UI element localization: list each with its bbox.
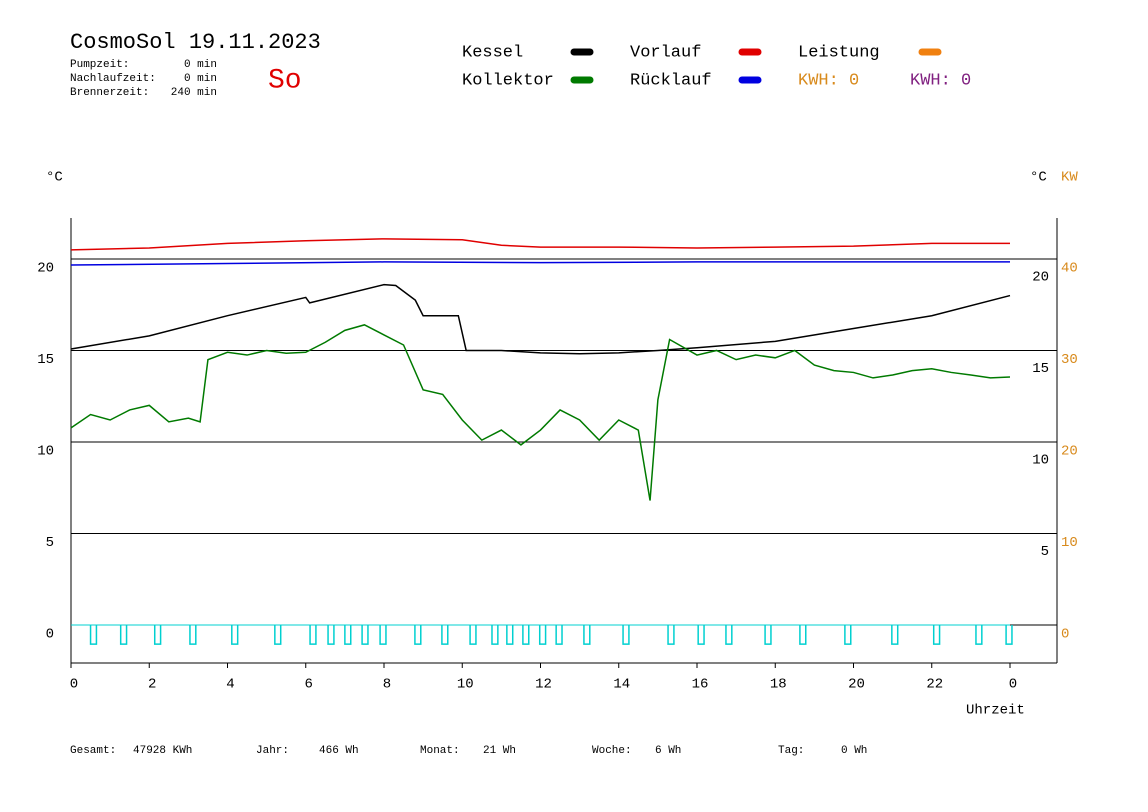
info-value: 0 min xyxy=(184,59,217,71)
x-tick-label: 2 xyxy=(148,677,156,693)
pump-pulse xyxy=(231,624,239,645)
pump-pulse xyxy=(414,624,422,645)
pump-pulse xyxy=(441,624,449,645)
x-axis-label: Uhrzeit xyxy=(966,703,1025,719)
footer-label: Monat: xyxy=(420,745,460,757)
x-tick-label: 8 xyxy=(383,677,391,693)
pump-pulse xyxy=(506,624,514,645)
y2-tick-label: 10 xyxy=(1061,535,1078,551)
x-tick-label: 12 xyxy=(535,677,552,693)
footer-label: Gesamt: xyxy=(70,745,116,757)
pump-pulse xyxy=(522,624,530,645)
x-tick-label: 20 xyxy=(848,677,865,693)
y2-axis-label: KW xyxy=(1061,170,1078,186)
footer-label: Tag: xyxy=(778,745,804,757)
series-line xyxy=(70,283,1011,355)
info-value: 240 min xyxy=(171,87,217,99)
pump-pulse xyxy=(89,624,98,645)
info-value: 0 min xyxy=(184,73,217,85)
pump-pulse xyxy=(469,624,477,645)
y2-tick-label: 20 xyxy=(1061,444,1078,460)
pump-pulse xyxy=(1005,624,1013,645)
footer-value: 6 Wh xyxy=(655,745,681,757)
y-tick-label: 10 xyxy=(37,444,54,460)
pump-pulse xyxy=(932,624,941,645)
pump-pulse xyxy=(844,624,852,645)
pump-pulse xyxy=(274,624,282,645)
info-label: Brennerzeit: xyxy=(70,87,149,99)
y-tick-label: 5 xyxy=(46,535,54,551)
x-tick-label: 0 xyxy=(1009,677,1017,693)
pump-pulse xyxy=(799,624,807,645)
y3-tick-label: 10 xyxy=(1032,452,1049,468)
pump-pulse xyxy=(697,624,705,645)
y-tick-label: 15 xyxy=(37,352,54,368)
info-label: Nachlaufzeit: xyxy=(70,73,156,85)
footer-value: 466 Wh xyxy=(319,745,359,757)
legend-label: Kollektor xyxy=(462,71,554,90)
footer-value: 21 Wh xyxy=(483,745,516,757)
pump-pulse xyxy=(667,624,675,645)
footer-value: 47928 KWh xyxy=(133,745,192,757)
y-tick-label: 20 xyxy=(37,261,54,277)
legend-label: Vorlauf xyxy=(630,43,701,62)
x-tick-label: 22 xyxy=(926,677,943,693)
x-tick-label: 0 xyxy=(70,677,78,693)
footer-label: Jahr: xyxy=(256,745,289,757)
day-label: So xyxy=(268,65,302,96)
y2-tick-label: 40 xyxy=(1061,261,1078,277)
pump-pulse xyxy=(975,624,983,645)
y3-tick-label: 20 xyxy=(1032,269,1049,285)
x-tick-label: 10 xyxy=(457,677,474,693)
pump-pulse xyxy=(309,624,317,645)
pump-pulse xyxy=(119,624,128,645)
y-tick-label: 0 xyxy=(46,627,54,643)
pump-pulse xyxy=(764,624,772,645)
pump-pulse xyxy=(344,624,352,645)
x-tick-label: 4 xyxy=(226,677,234,693)
footer-label: Woche: xyxy=(592,745,632,757)
y3-tick-label: 15 xyxy=(1032,361,1049,377)
x-tick-label: 18 xyxy=(770,677,787,693)
y3-axis-label: °C xyxy=(1030,170,1047,186)
footer-value: 0 Wh xyxy=(841,745,867,757)
pump-pulse xyxy=(583,624,591,645)
y2-tick-label: 30 xyxy=(1061,352,1078,368)
y3-tick-label: 5 xyxy=(1041,544,1049,560)
kwh-label: KWH: 0 xyxy=(798,71,859,90)
pump-pulse xyxy=(379,624,387,645)
pump-pulse xyxy=(622,624,630,645)
y-axis-label: °C xyxy=(46,170,63,186)
x-tick-label: 6 xyxy=(305,677,313,693)
x-tick-label: 14 xyxy=(613,677,630,693)
pump-pulse xyxy=(189,624,197,645)
legend-label: Leistung xyxy=(798,43,880,62)
kwh-label: KWH: 0 xyxy=(910,71,971,90)
pump-pulse xyxy=(361,624,369,645)
pump-pulse xyxy=(327,624,335,645)
pump-pulse xyxy=(725,624,733,645)
pump-pulse xyxy=(153,624,162,645)
pump-pulse xyxy=(555,624,563,645)
series-line xyxy=(70,324,1011,501)
chart-title: CosmoSol 19.11.2023 xyxy=(70,30,321,55)
legend-label: Rücklauf xyxy=(630,71,712,90)
pump-pulse xyxy=(538,624,547,645)
series-line xyxy=(70,238,1010,251)
legend-label: Kessel xyxy=(462,43,523,62)
pump-pulse xyxy=(891,624,899,645)
series-line xyxy=(70,261,1010,266)
pump-pulse xyxy=(491,624,499,645)
x-tick-label: 16 xyxy=(692,677,709,693)
info-label: Pumpzeit: xyxy=(70,59,129,71)
y2-tick-label: 0 xyxy=(1061,627,1069,643)
